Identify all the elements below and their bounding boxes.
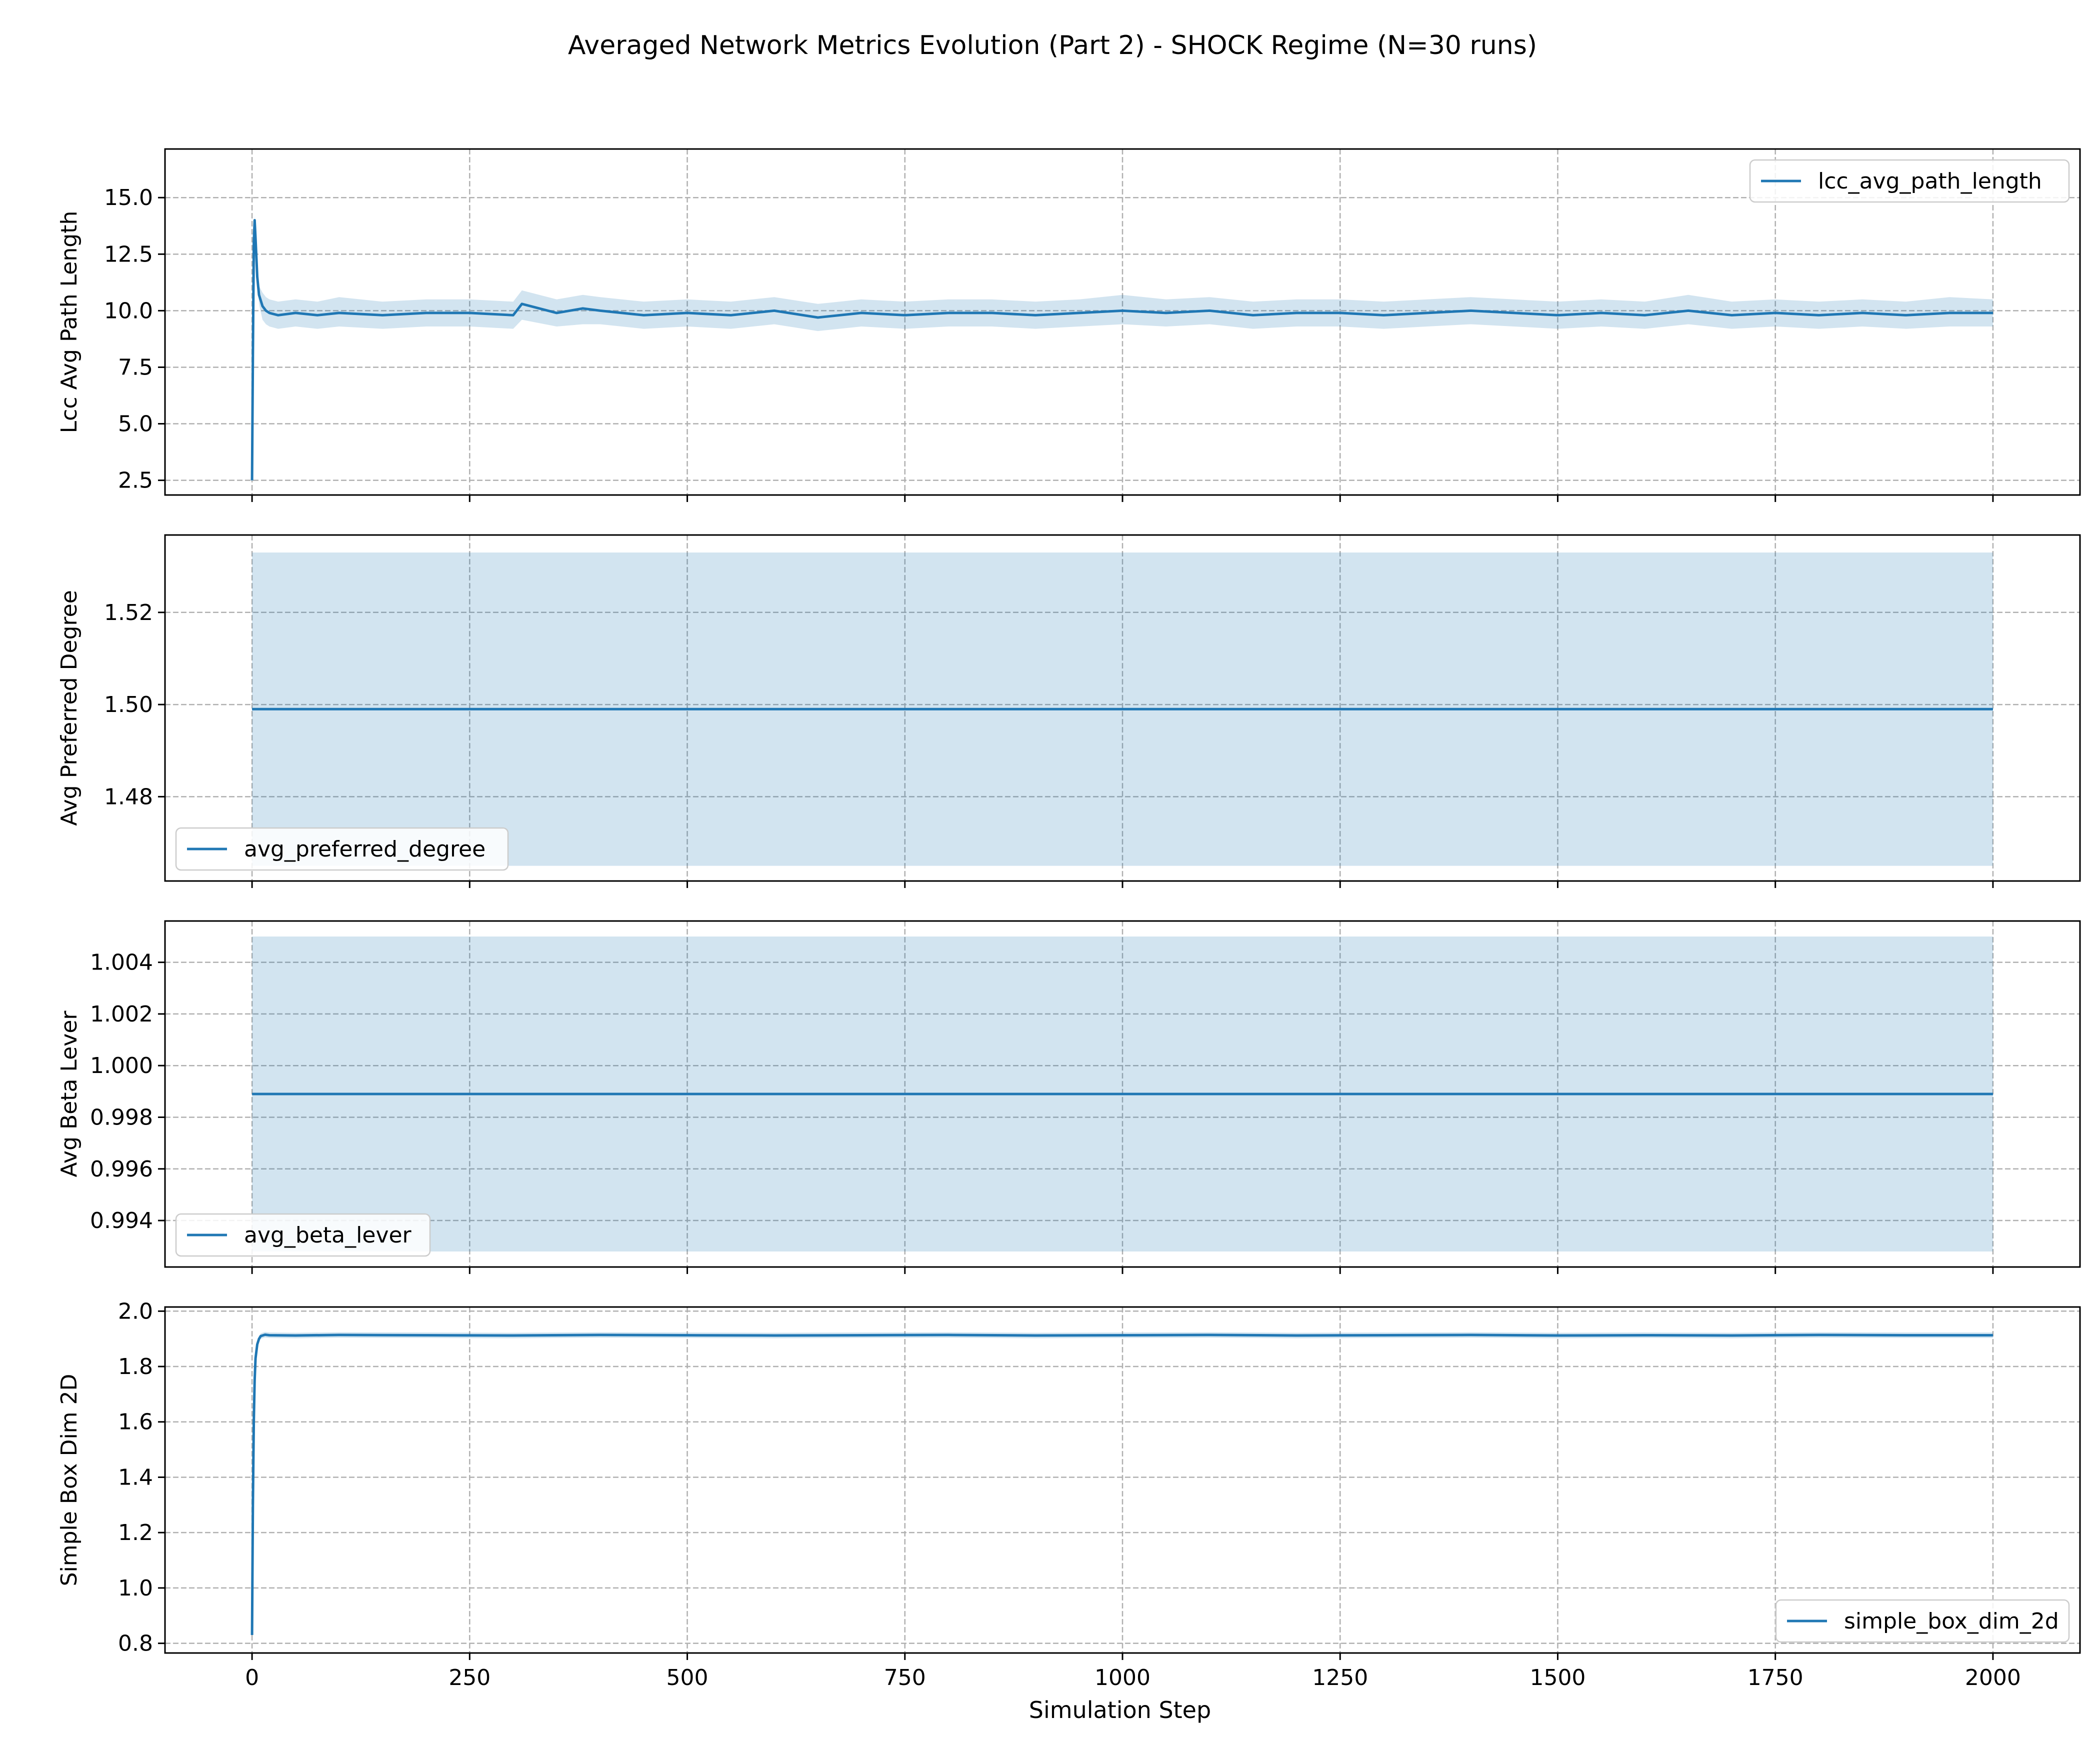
x-tick-label: 2000 — [1965, 1665, 2021, 1690]
y-axis-label: Avg Beta Lever — [56, 1010, 82, 1178]
panel-avg-preferred-degree: 1.48 1.50 1.52 Avg Preferred Degree avg_pref… — [56, 534, 2081, 888]
legend-label: simple_box_dim_2d — [1844, 1608, 2059, 1634]
y-axis-label: Lcc Avg Path Length — [56, 211, 82, 434]
panel-lcc-avg-path-length: 2.5 5.0 7.5 10.0 12.5 15.0 Lcc Avg Path Length… — [56, 148, 2081, 502]
x-tick-label: 1500 — [1530, 1665, 1586, 1690]
y-tick-label: 7.5 — [118, 354, 153, 380]
legend-label: avg_beta_lever — [244, 1222, 412, 1248]
y-tick-label: 15.0 — [104, 185, 153, 210]
y-tick-label: 1.000 — [90, 1053, 153, 1078]
panels: 2.5 5.0 7.5 10.0 12.5 15.0 Lcc Avg Path Length… — [56, 148, 2081, 1690]
x-tick-label: 1000 — [1094, 1665, 1150, 1690]
y-tick-label: 5.0 — [118, 412, 153, 437]
y-tick-label: 0.994 — [90, 1208, 153, 1234]
y-tick-label: 2.0 — [118, 1298, 153, 1324]
y-axis-label: Avg Preferred Degree — [56, 590, 82, 826]
y-tick-label: 0.996 — [90, 1156, 153, 1182]
y-tick-label: 1.48 — [104, 784, 153, 810]
panel-avg-beta-lever: 0.994 0.996 0.998 1.000 1.002 1.004 Avg Beta L… — [56, 920, 2081, 1274]
legend-box — [175, 827, 509, 871]
y-tick-label: 1.52 — [104, 600, 153, 626]
legend-box — [1749, 159, 2070, 203]
x-tick-label: 0 — [245, 1665, 259, 1690]
y-tick-label: 0.998 — [90, 1104, 153, 1130]
legend: avg_preferred_degree — [175, 827, 509, 871]
panel-simple-box-dim-2d: 0 250 500 750 1000 1250 1500 1750 2000 0.8 1.0 1.2 1… — [56, 1298, 2081, 1690]
y-axis-label: Simple Box Dim 2D — [56, 1374, 82, 1586]
legend: lcc_avg_path_length — [1749, 159, 2070, 203]
figure-title: Averaged Network Metrics Evolution (Part… — [568, 30, 1537, 60]
y-tick-label: 1.002 — [90, 1002, 153, 1027]
y-tick-label: 1.2 — [118, 1520, 153, 1546]
x-axis-label: Simulation Step — [1029, 1696, 1211, 1724]
y-tick-label: 1.50 — [104, 692, 153, 718]
x-tick-label: 750 — [884, 1665, 926, 1690]
y-tick-label: 0.8 — [118, 1631, 153, 1656]
legend-label: lcc_avg_path_length — [1818, 168, 2042, 194]
legend-label: avg_preferred_degree — [244, 836, 486, 862]
legend-box — [175, 1213, 431, 1257]
legend: avg_beta_lever — [175, 1213, 431, 1257]
y-tick-label: 12.5 — [104, 242, 153, 267]
y-tick-label: 1.004 — [90, 950, 153, 976]
y-tick-label: 1.6 — [118, 1410, 153, 1435]
y-tick-label: 1.0 — [118, 1576, 153, 1601]
y-tick-label: 1.8 — [118, 1354, 153, 1380]
y-tick-label: 2.5 — [118, 468, 153, 494]
y-tick-label: 10.0 — [104, 298, 153, 324]
x-tick-label: 1750 — [1748, 1665, 1804, 1690]
legend-box — [1775, 1599, 2070, 1643]
x-tick-label: 250 — [448, 1665, 490, 1690]
y-tick-label: 1.4 — [118, 1464, 153, 1490]
series-line — [250, 219, 1993, 480]
series-line — [250, 1333, 1993, 1636]
legend: simple_box_dim_2d — [1775, 1599, 2070, 1643]
x-tick-label: 500 — [666, 1665, 708, 1690]
x-tick-label: 1250 — [1312, 1665, 1368, 1690]
